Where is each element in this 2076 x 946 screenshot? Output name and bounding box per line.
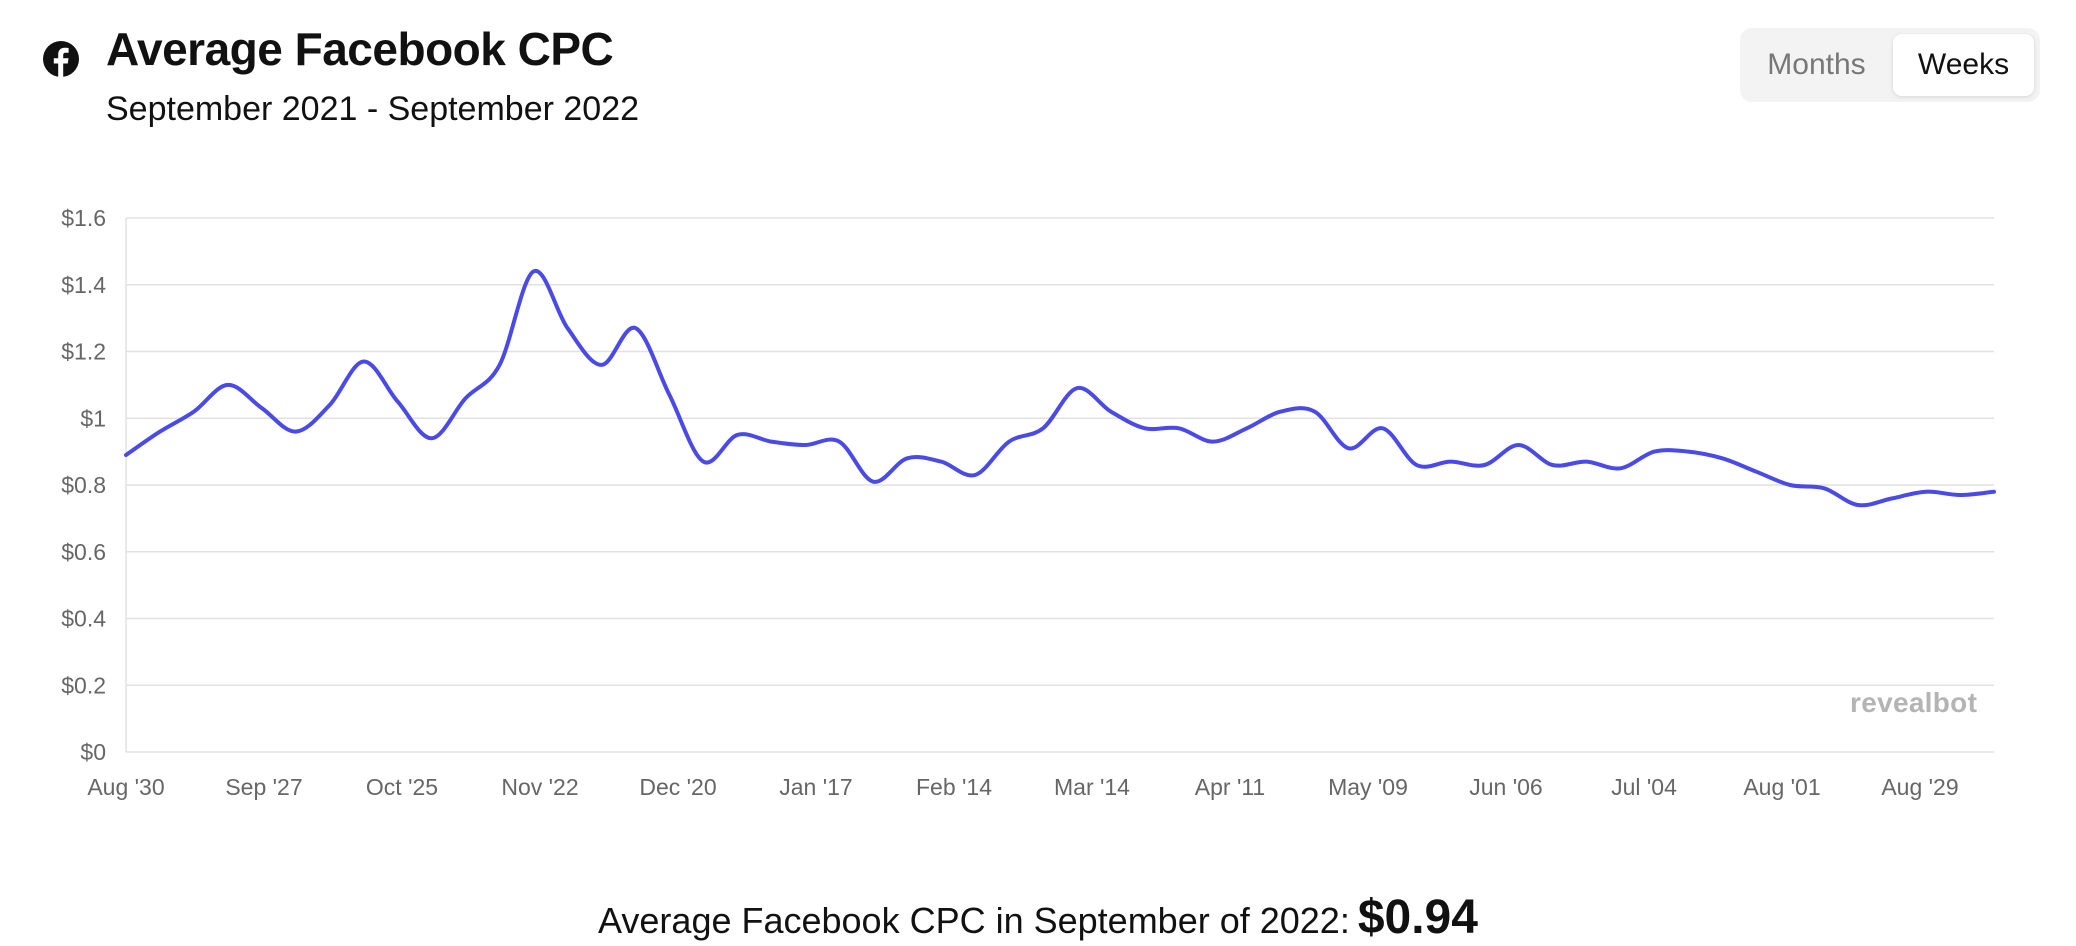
chart-subtitle: September 2021 - September 2022: [106, 90, 640, 128]
x-tick-label: Apr '11: [1195, 774, 1265, 800]
y-tick-label: $0.4: [61, 606, 106, 632]
y-tick-label: $0.2: [61, 672, 106, 698]
facebook-icon: [43, 41, 79, 78]
y-tick-label: $1: [80, 405, 106, 431]
y-tick-label: $1.4: [61, 272, 106, 298]
footer-summary: Average Facebook CPC in September of 202…: [0, 890, 2076, 945]
y-tick-label: $1.2: [61, 339, 106, 365]
months-toggle-button[interactable]: Months: [1767, 48, 1866, 81]
y-tick-label: $0.8: [61, 472, 106, 498]
x-tick-label: Jul '04: [1611, 774, 1677, 800]
revealbot-watermark: revealbot: [1850, 687, 1978, 718]
x-tick-label: Dec '20: [639, 774, 716, 800]
x-tick-label: Oct '25: [366, 774, 438, 800]
x-tick-label: Sep '27: [225, 774, 302, 800]
x-tick-label: Jan '17: [779, 774, 852, 800]
x-tick-label: Nov '22: [501, 774, 578, 800]
period-toggle: Months Weeks: [1740, 28, 2040, 102]
y-tick-label: $0.6: [61, 539, 106, 565]
x-tick-label: Aug '29: [1881, 774, 1958, 800]
chart-title: Average Facebook CPC: [106, 23, 614, 75]
y-tick-label: $1.6: [61, 205, 106, 231]
x-tick-label: Aug '30: [87, 774, 164, 800]
line-chart: $0 $0.2 $0.4 $0.6 $0.8 $1 $1.2 $1.4 $1.6 Aug '30 S…: [61, 205, 1996, 800]
cpc-series-line: [124, 269, 1996, 508]
footer-label: Average Facebook CPC in September of 202…: [598, 900, 1350, 941]
x-tick-label: Feb '14: [916, 774, 992, 800]
x-tick-label: Jun '06: [1469, 774, 1542, 800]
y-tick-label: $0: [80, 739, 106, 765]
x-tick-label: Mar '14: [1054, 774, 1130, 800]
x-tick-label: May '09: [1328, 774, 1408, 800]
weeks-toggle-button[interactable]: Weeks: [1893, 34, 2034, 96]
footer-value: $0.94: [1357, 891, 1478, 944]
x-tick-label: Aug '01: [1743, 774, 1820, 800]
